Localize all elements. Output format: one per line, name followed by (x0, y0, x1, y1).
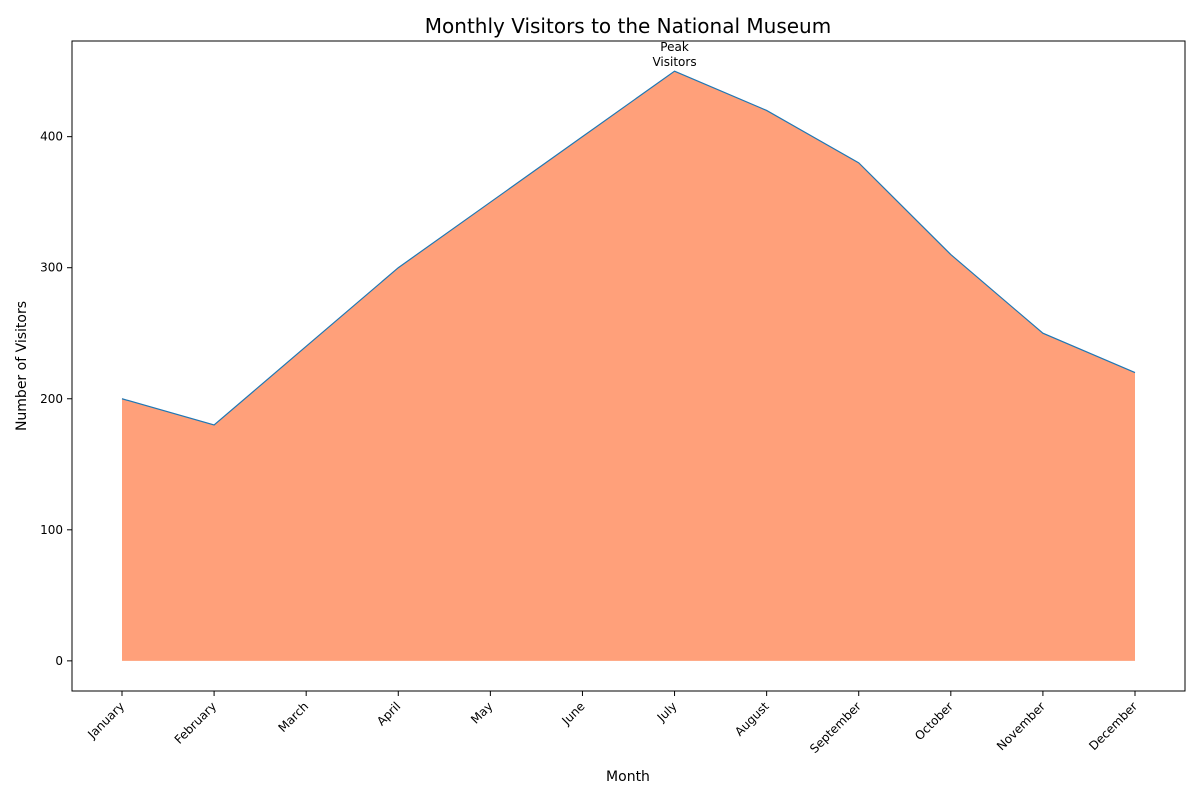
x-tick-label: May (468, 699, 495, 726)
y-tick-label: 0 (55, 654, 63, 668)
x-tick-label: September (807, 699, 864, 756)
series-line (121, 70, 1136, 426)
peak-annotation: Peak Visitors (652, 40, 696, 69)
x-tick-label: November (994, 699, 1048, 753)
x-tick-label: July (654, 699, 680, 725)
y-axis-label: Number of Visitors (14, 301, 30, 431)
x-tick-label: August (732, 699, 772, 739)
annotation-text: Peak Visitors (652, 40, 696, 69)
x-axis: January February March April May June July Augu… (84, 691, 1140, 756)
x-tick-label: October (912, 699, 956, 743)
x-tick-label: January (84, 699, 127, 742)
x-tick-label: December (1086, 699, 1140, 753)
x-tick-label: June (558, 699, 587, 728)
y-tick-label: 200 (40, 392, 63, 406)
x-axis-label: Month (606, 769, 650, 785)
y-axis: 0 100 200 300 400 (40, 130, 72, 668)
x-tick-label: March (276, 699, 312, 735)
y-tick-label: 400 (40, 130, 63, 144)
plot-frame (71, 40, 1186, 692)
y-tick-label: 300 (40, 261, 63, 275)
x-tick-label: April (374, 699, 403, 728)
x-tick-label: February (172, 699, 220, 747)
chart-title: Monthly Visitors to the National Museum (425, 14, 831, 38)
plot-area (121, 70, 1136, 661)
y-tick-label: 100 (40, 523, 63, 537)
area-fill (122, 71, 1135, 661)
